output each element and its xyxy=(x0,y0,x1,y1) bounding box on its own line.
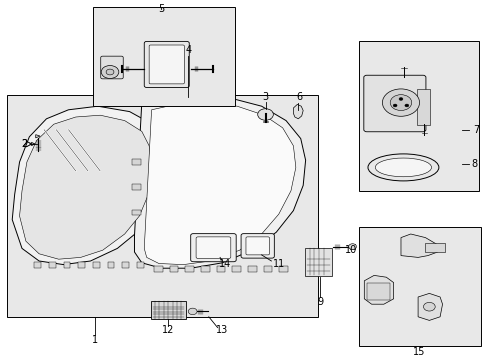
Bar xyxy=(216,266,225,272)
Text: 8: 8 xyxy=(470,159,476,169)
Bar xyxy=(7,95,317,317)
Text: 7: 7 xyxy=(473,125,479,135)
Bar xyxy=(93,7,234,106)
Text: 1: 1 xyxy=(92,335,98,345)
Circle shape xyxy=(101,66,119,78)
Bar xyxy=(122,262,129,268)
Bar xyxy=(185,266,194,272)
Text: 2: 2 xyxy=(21,139,27,149)
Bar xyxy=(78,262,85,268)
Polygon shape xyxy=(364,275,393,304)
Bar xyxy=(247,266,256,272)
Bar xyxy=(279,266,287,272)
Text: 2: 2 xyxy=(21,139,27,149)
Text: 9: 9 xyxy=(317,297,323,307)
Text: 11: 11 xyxy=(272,258,285,269)
Bar xyxy=(137,262,143,268)
Ellipse shape xyxy=(374,158,430,177)
FancyBboxPatch shape xyxy=(196,237,230,258)
FancyBboxPatch shape xyxy=(144,41,189,87)
Bar xyxy=(93,262,100,268)
Circle shape xyxy=(404,104,408,107)
Bar xyxy=(366,283,389,300)
FancyBboxPatch shape xyxy=(149,45,184,84)
Bar xyxy=(425,243,444,252)
Ellipse shape xyxy=(367,154,438,181)
Text: 13: 13 xyxy=(216,325,228,336)
Bar xyxy=(132,184,141,190)
Bar xyxy=(359,41,478,191)
FancyBboxPatch shape xyxy=(150,301,185,319)
Bar xyxy=(232,266,241,272)
Bar xyxy=(49,262,56,268)
Text: 15: 15 xyxy=(412,347,425,357)
Circle shape xyxy=(382,89,419,116)
Polygon shape xyxy=(134,96,305,268)
FancyBboxPatch shape xyxy=(304,248,331,276)
Text: 12: 12 xyxy=(162,325,174,336)
Polygon shape xyxy=(400,234,437,257)
Text: 14: 14 xyxy=(218,258,231,269)
Bar xyxy=(107,262,114,268)
Polygon shape xyxy=(12,106,161,265)
Bar xyxy=(169,266,178,272)
Circle shape xyxy=(106,69,114,75)
Bar xyxy=(34,262,41,268)
Polygon shape xyxy=(36,135,40,138)
FancyBboxPatch shape xyxy=(190,234,236,262)
Text: 3: 3 xyxy=(262,92,268,102)
FancyBboxPatch shape xyxy=(245,237,269,255)
Circle shape xyxy=(188,308,197,315)
FancyBboxPatch shape xyxy=(363,75,425,132)
Bar xyxy=(132,159,141,165)
Circle shape xyxy=(389,95,411,111)
Circle shape xyxy=(423,302,434,311)
Polygon shape xyxy=(144,103,295,265)
FancyBboxPatch shape xyxy=(416,89,429,125)
Circle shape xyxy=(257,109,273,120)
Text: 5: 5 xyxy=(158,4,164,14)
Bar xyxy=(201,266,209,272)
Bar xyxy=(263,266,272,272)
Polygon shape xyxy=(293,104,303,119)
Text: 4: 4 xyxy=(185,45,191,55)
Circle shape xyxy=(398,98,402,100)
Bar xyxy=(154,266,163,272)
Bar xyxy=(132,210,141,215)
Circle shape xyxy=(348,244,356,249)
Polygon shape xyxy=(20,115,151,259)
Text: 10: 10 xyxy=(344,245,357,255)
Text: 6: 6 xyxy=(296,92,302,102)
Bar xyxy=(63,262,70,268)
FancyBboxPatch shape xyxy=(101,56,123,79)
Bar xyxy=(359,227,480,346)
Circle shape xyxy=(392,104,396,107)
Polygon shape xyxy=(417,293,442,320)
Bar xyxy=(349,244,354,249)
FancyBboxPatch shape xyxy=(241,234,274,258)
